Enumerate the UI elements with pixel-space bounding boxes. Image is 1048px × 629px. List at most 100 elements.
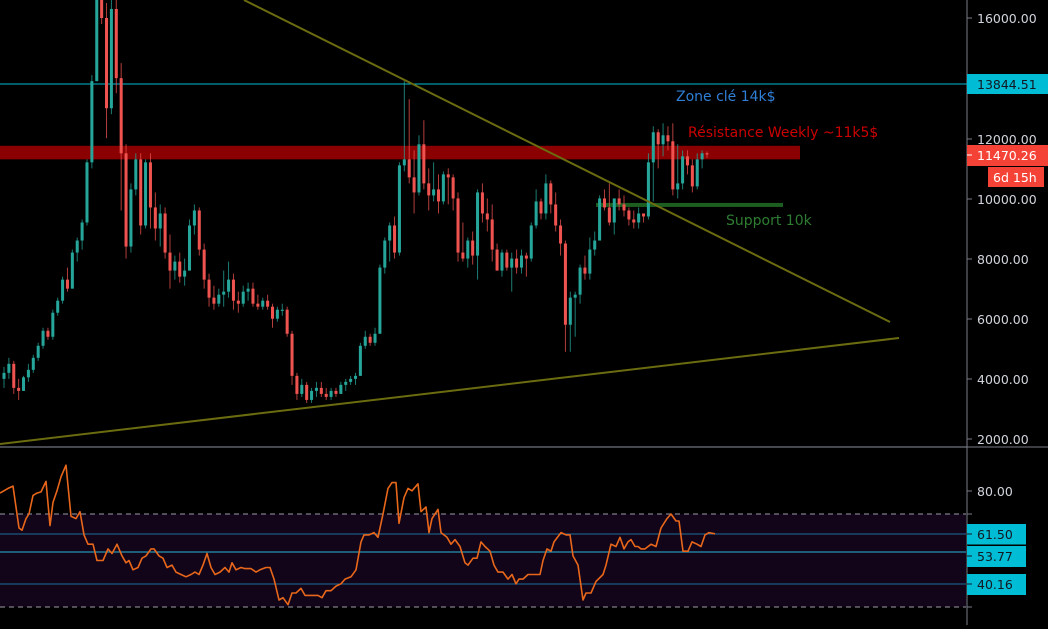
candle (334, 387, 338, 397)
candle (666, 126, 670, 151)
candle (466, 237, 470, 268)
rsi-band (0, 514, 966, 607)
candle (202, 243, 206, 289)
candle (114, 0, 118, 94)
candle (153, 192, 157, 241)
candles-layer (2, 0, 709, 403)
bar-countdown-label: 6d 15h (993, 170, 1037, 185)
price-tick-label: 2000.00 (977, 432, 1029, 447)
current-price-tag: 11470.26 (967, 145, 1048, 166)
candle (256, 294, 260, 310)
candle (544, 174, 548, 220)
candle (690, 159, 694, 193)
candle (695, 153, 699, 190)
zone-key-annotation[interactable]: Zone clé 14k$ (676, 89, 776, 105)
annotations-layer: Zone clé 14k$ Résistance Weekly ~11k5$ S… (676, 89, 878, 229)
candle (295, 372, 299, 400)
candle (26, 363, 30, 382)
candle (119, 63, 123, 211)
candle (31, 354, 35, 373)
candle (75, 237, 79, 262)
candle (617, 189, 621, 211)
candle (285, 306, 289, 337)
candle (593, 231, 597, 256)
candle (705, 151, 709, 158)
candle (324, 387, 328, 400)
trendlines-layer[interactable] (0, 0, 900, 445)
candle (427, 168, 431, 211)
countdown-tag: 6d 15h (988, 167, 1044, 187)
candle (637, 207, 641, 229)
candle (505, 249, 509, 271)
candle (236, 291, 240, 313)
rsi-line (0, 464, 716, 606)
candle (456, 192, 460, 262)
candle (222, 270, 226, 307)
candle (383, 237, 387, 274)
candle (275, 306, 279, 322)
rsi-tick-label: 80.00 (977, 484, 1013, 499)
candle (246, 282, 250, 301)
candle (407, 99, 411, 184)
candle (700, 150, 704, 169)
candle (534, 189, 538, 229)
candle (241, 285, 245, 307)
candle (7, 357, 11, 379)
candle (519, 249, 523, 274)
candle (290, 330, 294, 385)
candle (368, 333, 372, 346)
candle (480, 183, 484, 223)
resistance-annotation[interactable]: Résistance Weekly ~11k5$ (688, 125, 878, 141)
rsi-level-61-label: 61.50 (977, 527, 1013, 542)
candle (412, 150, 416, 214)
candle (207, 273, 211, 307)
candle (173, 255, 177, 280)
rsi-level-53-label: 53.77 (977, 549, 1013, 564)
ascending-support-trendline[interactable] (0, 337, 900, 445)
candle (642, 213, 646, 223)
rsi-pane[interactable] (0, 464, 966, 608)
candle (12, 360, 16, 394)
candle (353, 372, 358, 385)
candle (646, 153, 650, 220)
candle (583, 255, 587, 280)
candle (300, 378, 304, 397)
candle (554, 192, 558, 232)
price-tick-label: 16000.00 (977, 11, 1037, 26)
candle (22, 375, 26, 391)
candle (515, 249, 519, 274)
candle (109, 0, 113, 115)
candle (139, 153, 143, 235)
support-annotation[interactable]: Support 10k (726, 213, 813, 229)
candle (349, 375, 353, 385)
candle (124, 144, 128, 259)
candle (95, 0, 99, 82)
candle (148, 153, 152, 229)
rsi-level-40-label: 40.16 (977, 577, 1013, 592)
candle (627, 207, 631, 226)
candle (61, 276, 65, 304)
candle (476, 189, 480, 280)
candle (632, 210, 636, 229)
candle (305, 381, 309, 403)
descending-resistance-trendline[interactable] (243, 0, 891, 323)
candle (451, 174, 455, 211)
candle (266, 294, 270, 310)
candle (685, 150, 689, 175)
price-axis[interactable]: 16000.00 12000.00 10000.00 8000.00 6000.00 40… (960, 0, 1048, 625)
candle (51, 309, 55, 340)
candle (217, 288, 221, 307)
candle (441, 171, 445, 205)
candle (178, 252, 182, 283)
price-tick-label: 8000.00 (977, 252, 1029, 267)
candle (90, 75, 94, 169)
candle (656, 129, 660, 169)
resistance-zone[interactable] (0, 145, 800, 160)
price-pane[interactable]: Zone clé 14k$ Résistance Weekly ~11k5$ S… (0, 0, 967, 445)
candle (559, 219, 563, 256)
candle (85, 159, 89, 226)
support-zone[interactable] (596, 202, 783, 207)
candle (212, 285, 216, 310)
candle (485, 198, 489, 232)
